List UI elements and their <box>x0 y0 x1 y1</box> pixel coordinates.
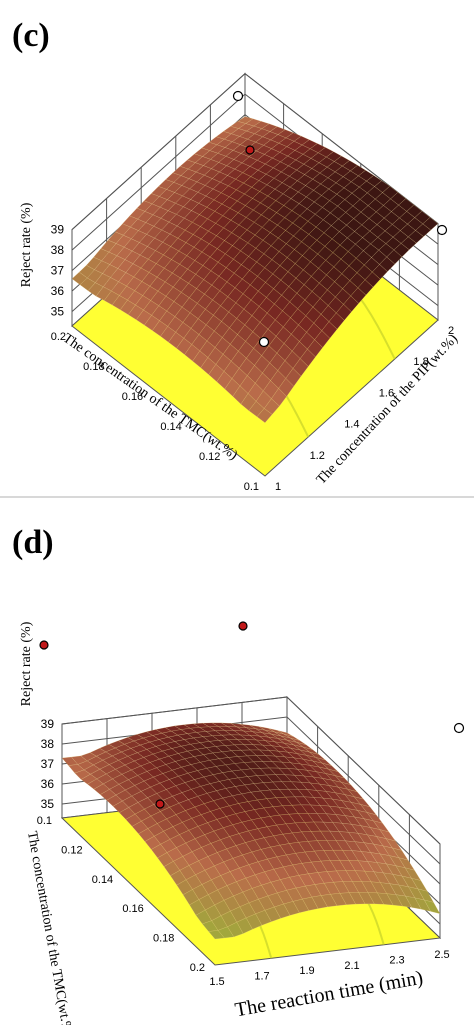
y-tick-labels: 1 1.2 1.4 1.6 1.8 2 <box>275 325 454 493</box>
x-tick-label: 0.16 <box>122 391 143 403</box>
x-tick-label: 0.12 <box>199 451 220 463</box>
y-tick-label: 0.14 <box>92 874 113 886</box>
x-tick-label: 2.5 <box>434 949 449 961</box>
z-axis-title: Reject rate (%) <box>19 621 34 706</box>
y-tick-label: 0.2 <box>190 962 205 974</box>
z-tick-labels: 35 36 37 38 39 <box>51 223 65 319</box>
design-point-red <box>245 145 255 155</box>
z-tick-label: 39 <box>41 717 55 731</box>
design-point-red <box>155 799 165 809</box>
x-tick-label: 2.3 <box>389 954 404 966</box>
response-surface <box>61 722 441 940</box>
z-tick-label: 36 <box>51 284 65 298</box>
y-tick-labels: 0.1 0.12 0.14 0.16 0.18 0.2 <box>37 815 205 974</box>
y-tick-label: 0.16 <box>122 903 143 915</box>
z-tick-label: 37 <box>41 757 55 771</box>
x-tick-label: 1.9 <box>299 965 314 977</box>
z-tick-label: 37 <box>51 264 65 278</box>
z-tick-label: 38 <box>41 737 55 751</box>
y-tick-label: 0.1 <box>37 815 52 827</box>
x-tick-labels: 1.5 1.7 1.9 2.1 2.3 2.5 <box>209 949 449 988</box>
z-tick-labels: 35 36 37 38 39 <box>41 717 55 811</box>
surface-cell <box>423 899 441 915</box>
z-tick-label: 38 <box>51 243 65 257</box>
y-tick-label: 1.4 <box>344 419 359 431</box>
design-point-open <box>436 224 448 236</box>
x-tick-labels: 0.1 0.12 0.14 0.16 0.18 0.2 <box>51 331 259 493</box>
panel-label: (d) <box>12 524 54 561</box>
x-tick-label: 2.1 <box>344 960 359 972</box>
panel-label: (c) <box>12 17 50 54</box>
design-point-open <box>258 336 270 348</box>
z-tick-label: 35 <box>41 797 55 811</box>
y-tick-label: 0.12 <box>61 844 82 856</box>
design-points <box>39 621 465 809</box>
design-point-red <box>238 621 248 631</box>
response-surface <box>71 116 439 423</box>
x-tick-label: 1.7 <box>254 971 269 983</box>
y-tick-label: 0.18 <box>153 933 174 945</box>
y-tick-label: 2 <box>448 325 454 337</box>
surface-cell <box>256 408 273 423</box>
design-point-open <box>453 722 465 734</box>
y-tick-label: 1.6 <box>379 387 394 399</box>
y-tick-label: 1.8 <box>413 356 428 368</box>
z-tick-label: 35 <box>51 305 65 319</box>
z-tick-label: 39 <box>51 223 65 237</box>
z-tick-label: 36 <box>41 777 55 791</box>
y-axis-title: The concentration of the TMC(wt.%) <box>24 830 75 1025</box>
z-gridline <box>71 72 439 231</box>
y-tick-label: 1.2 <box>310 450 325 462</box>
x-tick-label: 1.5 <box>209 976 224 988</box>
z-gridline <box>61 696 441 845</box>
x-tick-label: 0.1 <box>244 481 259 493</box>
design-point-open <box>232 90 244 102</box>
x-tick-label: 0.18 <box>83 361 104 373</box>
x-tick-label: 0.2 <box>51 331 66 343</box>
surface-cell <box>208 930 225 940</box>
design-point-red <box>39 640 49 650</box>
z-axis-title: Reject rate (%) <box>19 202 34 287</box>
y-tick-label: 1 <box>275 481 281 493</box>
x-tick-label: 0.14 <box>160 421 181 433</box>
design-points <box>232 90 448 348</box>
